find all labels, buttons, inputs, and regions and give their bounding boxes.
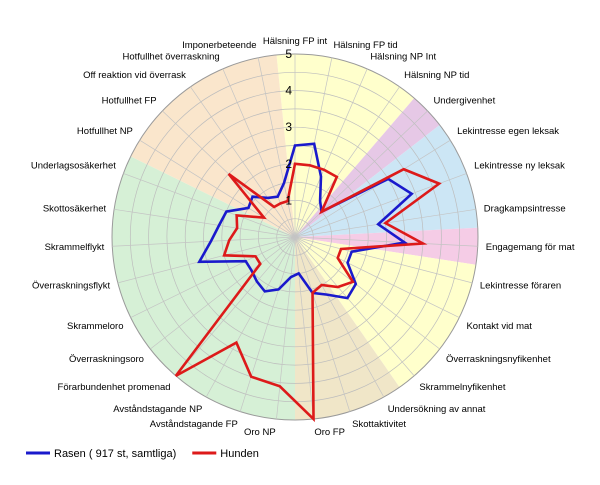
- grid-spoke: [294, 236, 478, 247]
- sector-band-5: [295, 237, 476, 388]
- axis-label: Hälsning NP tid: [404, 70, 469, 81]
- axis-label: Överraskningsflykt: [32, 280, 110, 291]
- grid-spoke: [114, 208, 296, 238]
- axis-label: Hälsning NP Int: [370, 51, 436, 62]
- axis-label: Skrammelflykt: [45, 242, 105, 253]
- grid-spoke: [294, 57, 333, 238]
- axis-label: Skrammeloro: [67, 321, 124, 332]
- axis-label: Lekintresse egen leksak: [457, 126, 559, 137]
- axis-label: Undersökning av annat: [388, 404, 486, 415]
- axis-label: Off reaktion vid överrask: [83, 70, 186, 81]
- axis-label: Oro FP: [314, 427, 345, 438]
- grid-spoke: [257, 57, 296, 238]
- grid-spoke: [294, 86, 400, 238]
- tick-label: 4: [285, 84, 292, 98]
- axis-label: Engagemang för mat: [486, 242, 575, 253]
- legend: Rasen ( 917 st, samtliga) Hunden: [26, 448, 259, 460]
- tick-label: 5: [285, 47, 292, 61]
- grid-spoke: [294, 236, 473, 284]
- axis-label: Underlagsosäkerhet: [31, 161, 116, 172]
- grid-spoke: [205, 236, 296, 398]
- grid-spoke: [190, 86, 296, 238]
- grid-spoke: [276, 236, 296, 420]
- axis-label: Skrammelnyfikenhet: [419, 382, 505, 393]
- grid-spoke: [294, 236, 415, 377]
- axis-label: Avståndstagande NP: [113, 404, 202, 415]
- sector-band-6: [295, 237, 400, 420]
- axis-label: Imponerbeteende: [182, 40, 256, 51]
- grid-spoke: [239, 236, 296, 412]
- grid-spoke: [294, 110, 428, 238]
- axis-label: Oro NP: [244, 427, 276, 438]
- grid-spoke: [294, 236, 351, 412]
- grid-spoke: [117, 236, 296, 284]
- axis-label: Dragkampsintresse: [484, 204, 566, 215]
- grid-spoke: [123, 173, 296, 238]
- axis-label: Överraskningsoro: [69, 354, 144, 365]
- series-line-hunden: [174, 162, 442, 423]
- grid-spoke: [130, 236, 296, 318]
- tick-label: 3: [285, 120, 292, 134]
- data-series: [174, 142, 442, 423]
- grid-spoke: [139, 139, 296, 238]
- grid-spoke: [294, 68, 368, 238]
- axis-label: Hälsning FP tid: [333, 40, 397, 51]
- grid-spoke: [112, 236, 296, 247]
- axis-label: Hotfullhet överraskning: [123, 51, 220, 62]
- radial-tick-labels: 1 2 3 4 5: [285, 47, 292, 207]
- axis-label: Hotfullhet NP: [77, 126, 133, 137]
- grid-spoke: [294, 139, 451, 238]
- legend-label: Hunden: [220, 448, 259, 460]
- tick-label: 1: [285, 193, 292, 207]
- grid-spoke: [150, 236, 296, 350]
- axis-label: Hälsning FP int: [263, 36, 328, 47]
- legend-label: Rasen ( 917 st, samtliga): [54, 448, 176, 460]
- axis-label: Avståndstagande FP: [150, 419, 238, 430]
- grid-spoke: [294, 236, 385, 398]
- sector-band-1: [276, 54, 415, 238]
- grid-spoke: [294, 236, 460, 318]
- axis-label: Hotfullhet FP: [102, 95, 157, 106]
- axis-label: Skottaktivitet: [352, 419, 406, 430]
- grid-spoke: [222, 68, 296, 238]
- axis-label: Lekintresse föraren: [480, 280, 561, 291]
- series-line-rasen: [197, 142, 414, 300]
- axis-label: Kontakt vid mat: [466, 321, 532, 332]
- axis-label: Lekintresse ny leksak: [474, 161, 565, 172]
- sector-band-7: [111, 156, 295, 420]
- axis-label: Förarbundenhet promenad: [58, 382, 171, 393]
- tick-label: 2: [285, 157, 292, 171]
- axis-label: Överraskningsnyfikenhet: [446, 354, 551, 365]
- grid-spoke: [294, 236, 440, 350]
- grid-spoke: [175, 236, 296, 377]
- grid-spoke: [294, 236, 314, 420]
- axis-label: Skottosäkerhet: [43, 204, 107, 215]
- axis-label: Undergivenhet: [433, 95, 495, 106]
